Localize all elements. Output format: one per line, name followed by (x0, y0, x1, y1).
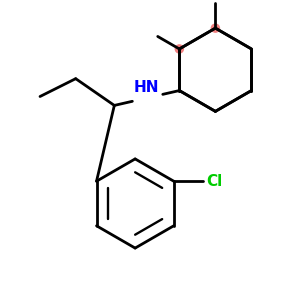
Text: HN: HN (134, 80, 160, 95)
Text: Cl: Cl (206, 174, 223, 189)
Circle shape (175, 44, 184, 54)
Circle shape (211, 23, 220, 33)
